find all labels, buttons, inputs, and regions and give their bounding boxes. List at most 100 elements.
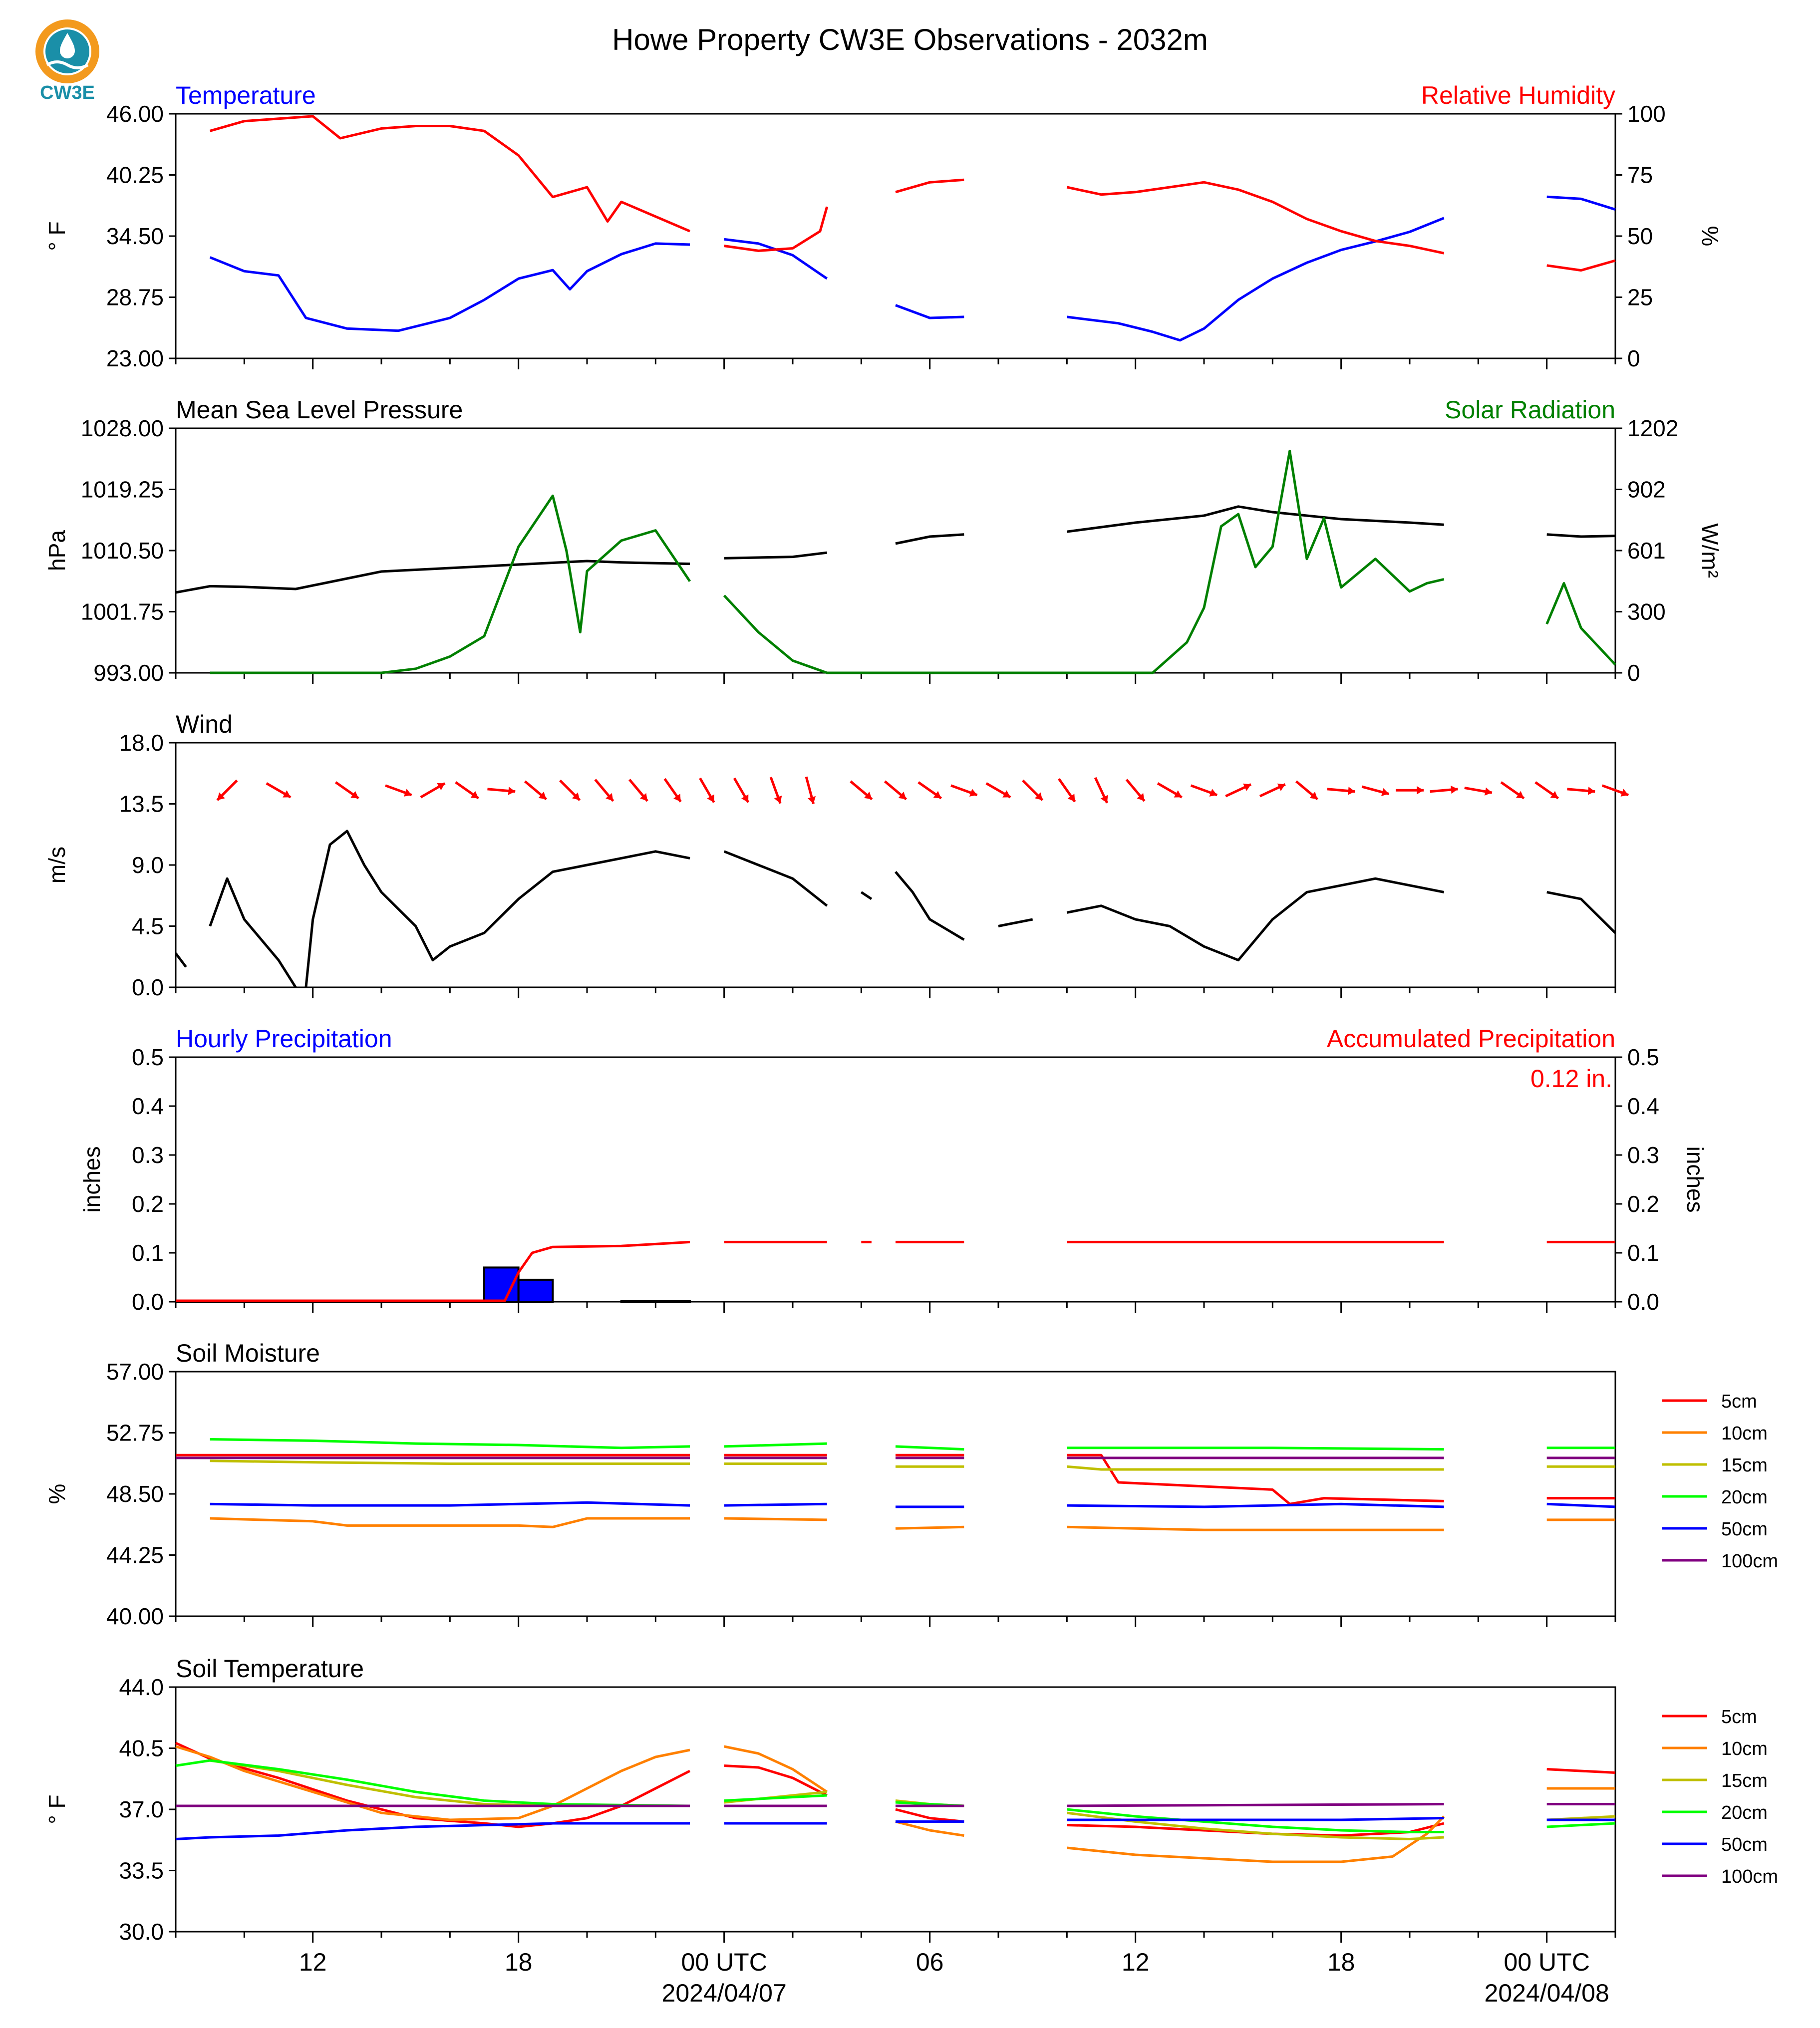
y-tick-label-left: 52.75 bbox=[106, 1420, 164, 1446]
series-line-50cm bbox=[210, 1501, 1616, 1508]
x-tick-label: 18 bbox=[505, 1948, 533, 1976]
y-axis-label-left: ° F bbox=[44, 221, 70, 251]
y-tick-label-left: 44.0 bbox=[119, 1674, 164, 1700]
legend-label: 20cm bbox=[1721, 1487, 1768, 1508]
wind-arrow-head bbox=[898, 792, 907, 800]
series-line-50cm bbox=[175, 1817, 1615, 1840]
y-tick-label-right: 25 bbox=[1627, 285, 1653, 310]
water-drop-icon bbox=[60, 33, 75, 58]
wind-arrow-head bbox=[1243, 783, 1251, 791]
y-tick-label-left: 0.5 bbox=[132, 1044, 164, 1070]
y-tick-label-left: 9.0 bbox=[132, 852, 164, 878]
panel-title-left: Wind bbox=[176, 710, 233, 738]
legend-label: 5cm bbox=[1721, 1707, 1757, 1728]
panel-title-right: Accumulated Precipitation bbox=[1327, 1025, 1615, 1053]
y-tick-label-left: 37.0 bbox=[119, 1796, 164, 1822]
wind-arrow-head bbox=[1550, 791, 1558, 799]
y-tick-label-right: 100 bbox=[1627, 101, 1666, 127]
wind-arrow-head bbox=[1620, 789, 1629, 797]
wind-arrow-head bbox=[933, 791, 941, 799]
y-tick-label-left: 33.5 bbox=[119, 1858, 164, 1884]
wind-arrow-head bbox=[470, 791, 479, 799]
logo-ring bbox=[35, 19, 99, 83]
wind-arrow-head bbox=[1484, 787, 1492, 796]
y-tick-label-right: 601 bbox=[1627, 538, 1666, 564]
panel-title-right: Relative Humidity bbox=[1421, 81, 1615, 109]
wind-arrow-head bbox=[1451, 785, 1458, 794]
series-line-10cm bbox=[175, 1745, 1615, 1863]
x-tick-label: 12 bbox=[1122, 1948, 1150, 1976]
y-axis-label-left: % bbox=[44, 1484, 70, 1504]
plot-frame bbox=[175, 742, 1616, 988]
y-axis-label-left: m/s bbox=[44, 847, 70, 883]
panel-5: Soil Moisture 57.00 52.75 48.50 44.25 40.00% 5… bbox=[44, 1339, 1778, 1629]
y-tick-label-left: 40.5 bbox=[119, 1736, 164, 1761]
precip-total-annotation: 0.12 in. bbox=[1530, 1065, 1612, 1093]
y-tick-label-right: 0.3 bbox=[1627, 1142, 1659, 1168]
y-axis-label-right: W/m² bbox=[1697, 523, 1723, 578]
legend-label: 50cm bbox=[1721, 1519, 1768, 1540]
wind-arrow-head bbox=[350, 791, 359, 799]
series-line-accumulated-precipitation bbox=[176, 1240, 1615, 1302]
series-line-relative-humidity bbox=[210, 115, 1616, 272]
cw3e-logo: CW3E bbox=[35, 19, 100, 104]
wind-arrow-head bbox=[1348, 787, 1355, 795]
y-tick-label-left: 30.0 bbox=[119, 1919, 164, 1945]
plot-frame bbox=[175, 1371, 1616, 1617]
y-tick-label-right: 0 bbox=[1627, 345, 1640, 371]
wind-arrow-head bbox=[808, 796, 816, 804]
y-tick-label-left: 28.75 bbox=[106, 285, 164, 310]
panel-3: Wind 18.0 13.5 9.0 4.5 0.0 m/s bbox=[44, 710, 1629, 1000]
y-tick-label-left: 4.5 bbox=[132, 913, 164, 939]
y-tick-label-left: 13.5 bbox=[119, 791, 164, 817]
y-tick-label-right: 75 bbox=[1627, 162, 1653, 188]
precip-bar bbox=[517, 1278, 554, 1303]
plot-frame bbox=[175, 113, 1616, 359]
panels-group: Temperature Relative Humidity 46.00 40.25 34… bbox=[44, 81, 1778, 1945]
y-tick-label-right: 50 bbox=[1627, 223, 1653, 249]
series-line-100cm bbox=[176, 1803, 1615, 1807]
wind-arrow-head bbox=[538, 792, 547, 800]
wind-arrow-head bbox=[1067, 794, 1075, 802]
y-tick-label-left: 18.0 bbox=[119, 730, 164, 756]
wind-arrow-head bbox=[403, 789, 412, 797]
series-line-wind bbox=[175, 830, 1616, 988]
precip-bar bbox=[620, 1300, 691, 1303]
plot-frame bbox=[175, 1056, 1616, 1303]
wind-arrow-head bbox=[1174, 790, 1182, 798]
panel-1: Temperature Relative Humidity 46.00 40.25 34… bbox=[44, 81, 1723, 371]
y-tick-label-left: 0.0 bbox=[132, 974, 164, 1000]
wind-arrow-head bbox=[774, 795, 782, 804]
wind-arrow-head bbox=[606, 793, 613, 801]
panel-title-right: Solar Radiation bbox=[1445, 396, 1615, 424]
legend-label: 10cm bbox=[1721, 1738, 1768, 1759]
y-tick-label-left: 23.00 bbox=[106, 345, 164, 371]
wind-arrow-head bbox=[1209, 789, 1217, 797]
series-line-mean-sea-level-pressure bbox=[175, 505, 1616, 594]
y-axis-label-left: ° F bbox=[44, 1794, 70, 1824]
legend-label: 100cm bbox=[1721, 1866, 1778, 1887]
y-tick-label-left: 0.2 bbox=[132, 1191, 164, 1217]
series-line-5cm bbox=[176, 1453, 1615, 1505]
y-tick-label-left: 1001.75 bbox=[81, 599, 164, 625]
panel-2: Mean Sea Level Pressure Solar Radiation 10… bbox=[44, 396, 1723, 686]
x-tick-label: 06 bbox=[916, 1948, 944, 1976]
y-tick-label-right: 0.0 bbox=[1627, 1289, 1659, 1315]
wind-arrow-head bbox=[508, 787, 516, 795]
y-tick-label-left: 0.3 bbox=[132, 1142, 164, 1168]
panel-title-left: Soil Moisture bbox=[176, 1339, 320, 1367]
x-axis-labels: 12 18 00 UTC 2024/04/07 06 12 18 00 UTC 2024/04/… bbox=[299, 1948, 1609, 2007]
y-tick-label-left: 48.50 bbox=[106, 1481, 164, 1507]
legend-label: 15cm bbox=[1721, 1455, 1768, 1476]
y-tick-label-left: 44.25 bbox=[106, 1542, 164, 1568]
y-axis-label-left: inches bbox=[79, 1147, 105, 1213]
wind-arrow-head bbox=[1309, 792, 1318, 800]
legend-label: 20cm bbox=[1721, 1802, 1768, 1823]
legend-label: 100cm bbox=[1721, 1551, 1778, 1572]
wind-arrow-head bbox=[217, 792, 225, 801]
wind-arrow-head bbox=[1137, 793, 1145, 801]
wave-icon bbox=[46, 60, 89, 69]
y-axis-label-right: inches bbox=[1682, 1147, 1708, 1213]
x-tick-label: 00 UTC bbox=[681, 1948, 767, 1976]
